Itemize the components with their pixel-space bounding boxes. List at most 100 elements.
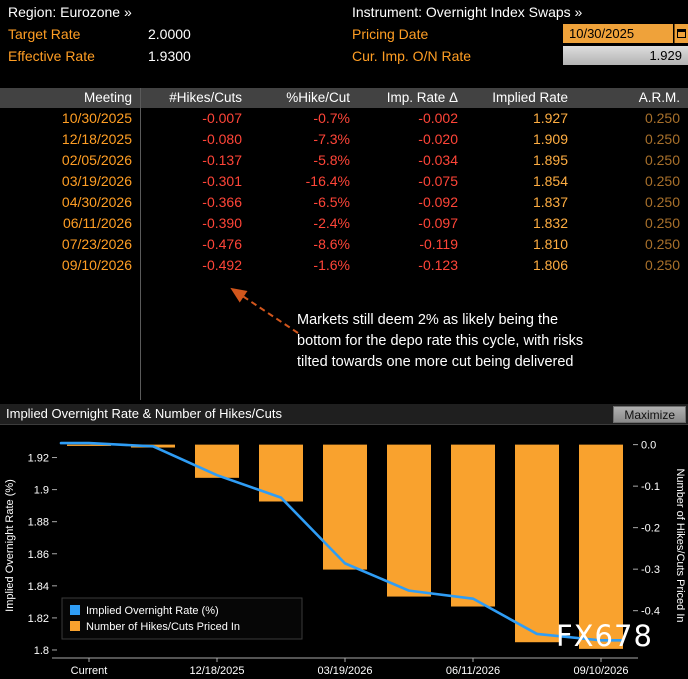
watermark-text: FX678	[556, 619, 653, 653]
col-header-arm: A.R.M.	[638, 90, 680, 105]
bar-hikes-cuts	[579, 444, 623, 649]
meetings-table: Meeting #Hikes/Cuts %Hike/Cut Imp. Rate …	[0, 88, 688, 276]
bar-hikes-cuts	[515, 444, 559, 643]
table-row[interactable]: 03/19/2026 -0.301 -16.4% -0.075 1.854 0.250	[0, 171, 688, 192]
cell-pct: -0.7%	[313, 110, 350, 126]
cur-imp-rate-value: 1.929	[563, 46, 688, 65]
cell-hikes_cuts: -0.476	[202, 236, 242, 252]
table-row[interactable]: 06/11/2026 -0.390 -2.4% -0.097 1.832 0.250	[0, 213, 688, 234]
legend-label-bar: Number of Hikes/Cuts Priced In	[86, 621, 240, 633]
legend-label-line: Implied Overnight Rate (%)	[86, 605, 219, 617]
right-axis-tick-label: -0.2	[641, 523, 660, 535]
cell-hikes_cuts: -0.366	[202, 194, 242, 210]
cell-implied: 1.927	[532, 110, 568, 126]
cell-meeting: 12/18/2025	[61, 131, 132, 147]
cell-imp_delta: -0.092	[418, 194, 458, 210]
region-value[interactable]: Eurozone »	[60, 4, 132, 20]
table-row[interactable]: 09/10/2026 -0.492 -1.6% -0.123 1.806 0.250	[0, 255, 688, 276]
cell-arm: 0.250	[644, 131, 680, 147]
effective-rate-label: Effective Rate	[8, 48, 95, 64]
annotation-text: Markets still deem 2% as likely being th…	[297, 310, 677, 373]
instrument-value[interactable]: Overnight Index Swaps »	[425, 4, 583, 20]
cell-arm: 0.250	[644, 257, 680, 273]
cell-imp_delta: -0.002	[418, 110, 458, 126]
cell-meeting: 03/19/2026	[61, 173, 132, 189]
target-rate-value: 2.0000	[148, 26, 191, 42]
annotation-line-2: bottom for the depo rate this cycle, wit…	[297, 333, 584, 349]
cell-hikes_cuts: -0.007	[202, 110, 242, 126]
cell-arm: 0.250	[644, 173, 680, 189]
table-row[interactable]: 10/30/2025 -0.007 -0.7% -0.002 1.927 0.250	[0, 108, 688, 129]
calendar-icon-button[interactable]	[674, 24, 688, 43]
table-row[interactable]: 04/30/2026 -0.366 -6.5% -0.092 1.837 0.250	[0, 192, 688, 213]
table-row[interactable]: 02/05/2026 -0.137 -5.8% -0.034 1.895 0.250	[0, 150, 688, 171]
cell-pct: -1.6%	[313, 257, 350, 273]
bar-hikes-cuts	[323, 444, 367, 570]
chart-svg[interactable]: 1.92 1.9 1.88 1.86 1.84 1.82 1.8 0.0 -0.1 -0.2 -0.…	[0, 425, 688, 679]
right-axis-tick-label: -0.3	[641, 564, 660, 576]
cell-meeting: 09/10/2026	[61, 257, 132, 273]
cell-imp_delta: -0.075	[418, 173, 458, 189]
effective-rate-value: 1.9300	[148, 48, 191, 64]
instrument-menu[interactable]: Instrument: Overnight Index Swaps »	[352, 4, 582, 20]
cell-imp_delta: -0.119	[419, 236, 458, 252]
table-row[interactable]: 12/18/2025 -0.080 -7.3% -0.020 1.909 0.250	[0, 129, 688, 150]
bar-hikes-cuts	[195, 444, 239, 478]
pricing-date-label: Pricing Date	[352, 26, 429, 42]
chart-title: Implied Overnight Rate & Number of Hikes…	[6, 406, 282, 421]
left-axis-tick-label: 1.82	[28, 613, 49, 625]
cell-hikes_cuts: -0.301	[202, 173, 242, 189]
cur-imp-rate-label: Cur. Imp. O/N Rate	[352, 48, 472, 64]
line-implied-rate	[59, 441, 623, 642]
left-axis-tick-label: 1.84	[28, 581, 49, 593]
bar-hikes-cuts	[451, 444, 495, 607]
cell-arm: 0.250	[644, 215, 680, 231]
calendar-icon	[677, 29, 686, 38]
target-rate-label: Target Rate	[8, 26, 81, 42]
right-axis-tick-label: -0.4	[641, 606, 660, 618]
left-axis-title: Implied Overnight Rate (%)	[4, 479, 16, 612]
left-axis-tick-label: 1.92	[28, 453, 49, 465]
cell-pct: -16.4%	[305, 173, 350, 189]
col-header-pct-hike-cut: %Hike/Cut	[286, 90, 350, 105]
left-axis-tick-label: 1.8	[34, 645, 49, 657]
cell-imp_delta: -0.020	[418, 131, 458, 147]
chart-legend-box	[61, 597, 303, 640]
cell-implied: 1.854	[532, 173, 568, 189]
maximize-button[interactable]: Maximize	[613, 406, 686, 423]
col-header-imp-rate-d: Imp. Rate Δ	[386, 90, 458, 105]
cell-meeting: 10/30/2025	[61, 110, 132, 126]
annotation-line-3: tilted towards one more cut being delive…	[297, 354, 574, 370]
table-row[interactable]: 07/23/2026 -0.476 -8.6% -0.119 1.810 0.250	[0, 234, 688, 255]
cell-pct: -2.4%	[313, 215, 350, 231]
right-axis-tick-label: 0.0	[641, 440, 656, 452]
region-label: Region:	[8, 4, 57, 20]
cell-hikes_cuts: -0.390	[202, 215, 242, 231]
chart-title-bar: Implied Overnight Rate & Number of Hikes…	[0, 404, 688, 425]
pricing-date-input[interactable]: 10/30/2025	[563, 24, 673, 43]
cell-pct: -6.5%	[313, 194, 350, 210]
cell-arm: 0.250	[644, 152, 680, 168]
cell-arm: 0.250	[644, 110, 680, 126]
cell-pct: -8.6%	[313, 236, 350, 252]
cell-imp_delta: -0.034	[418, 152, 458, 168]
col-header-meeting: Meeting	[83, 90, 132, 105]
cell-implied: 1.832	[532, 215, 568, 231]
cell-hikes_cuts: -0.492	[202, 257, 242, 273]
cell-implied: 1.810	[532, 236, 568, 252]
cell-hikes_cuts: -0.137	[202, 152, 242, 168]
instrument-label: Instrument:	[352, 4, 423, 20]
region-menu[interactable]: Region: Eurozone »	[8, 4, 132, 20]
cell-arm: 0.250	[644, 194, 680, 210]
cell-implied: 1.837	[532, 194, 568, 210]
cell-meeting: 04/30/2026	[61, 194, 132, 210]
bar-hikes-cuts	[387, 444, 431, 597]
cell-pct: -5.8%	[313, 152, 350, 168]
x-axis-tick-label: 06/11/2026	[446, 665, 500, 677]
bar-hikes-cuts	[67, 444, 111, 446]
left-axis-tick-label: 1.88	[28, 517, 49, 529]
right-axis-title: Number of Hikes/Cuts Priced In	[674, 468, 686, 622]
x-axis-tick-label: 09/10/2026	[573, 665, 628, 677]
cell-meeting: 02/05/2026	[61, 152, 132, 168]
x-axis-tick-label: 03/19/2026	[317, 665, 372, 677]
